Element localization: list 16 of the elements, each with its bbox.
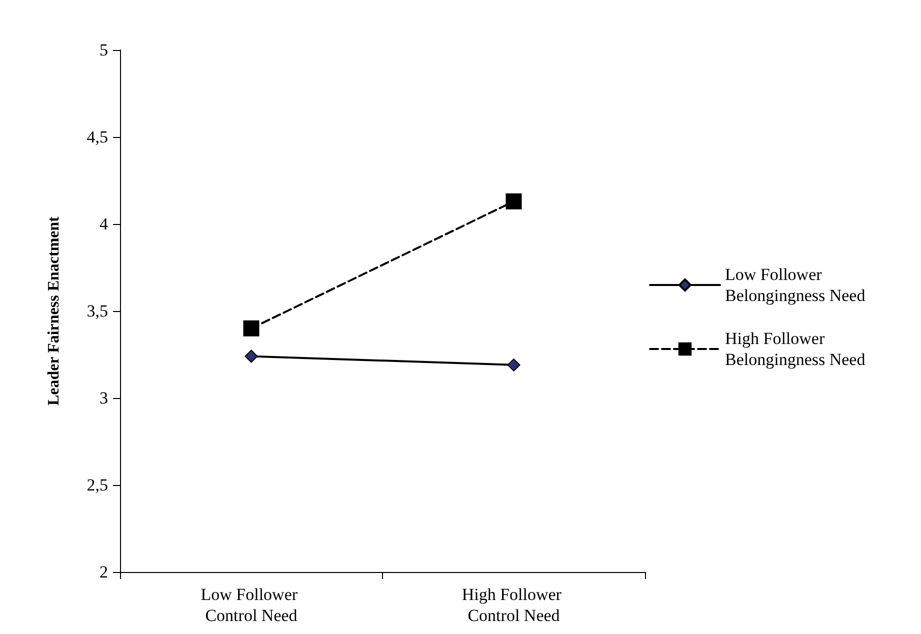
point (243, 320, 260, 336)
y-tick-label: 2 (100, 562, 108, 582)
x-tick-label: Low Follower Control Need (200, 585, 302, 625)
legend-label: High Follower Belongingness Need (725, 329, 866, 369)
point (244, 350, 258, 363)
y-tick-label: 4 (100, 214, 108, 234)
y-tick-label: 3 (100, 388, 108, 408)
y-tick-label: 3,5 (86, 302, 108, 320)
y-axis-title: Leader Fairness Enactment (46, 216, 62, 406)
point (506, 193, 522, 210)
legend-label: Low Follower Belongingness Need (725, 265, 866, 305)
y-tick-label: 4,5 (86, 128, 108, 146)
point (507, 358, 520, 372)
x-tick-label: High Follower Control Need (462, 585, 566, 625)
y-tick-label: 2,5 (86, 476, 108, 494)
y-tick-label: 5 (100, 40, 108, 60)
